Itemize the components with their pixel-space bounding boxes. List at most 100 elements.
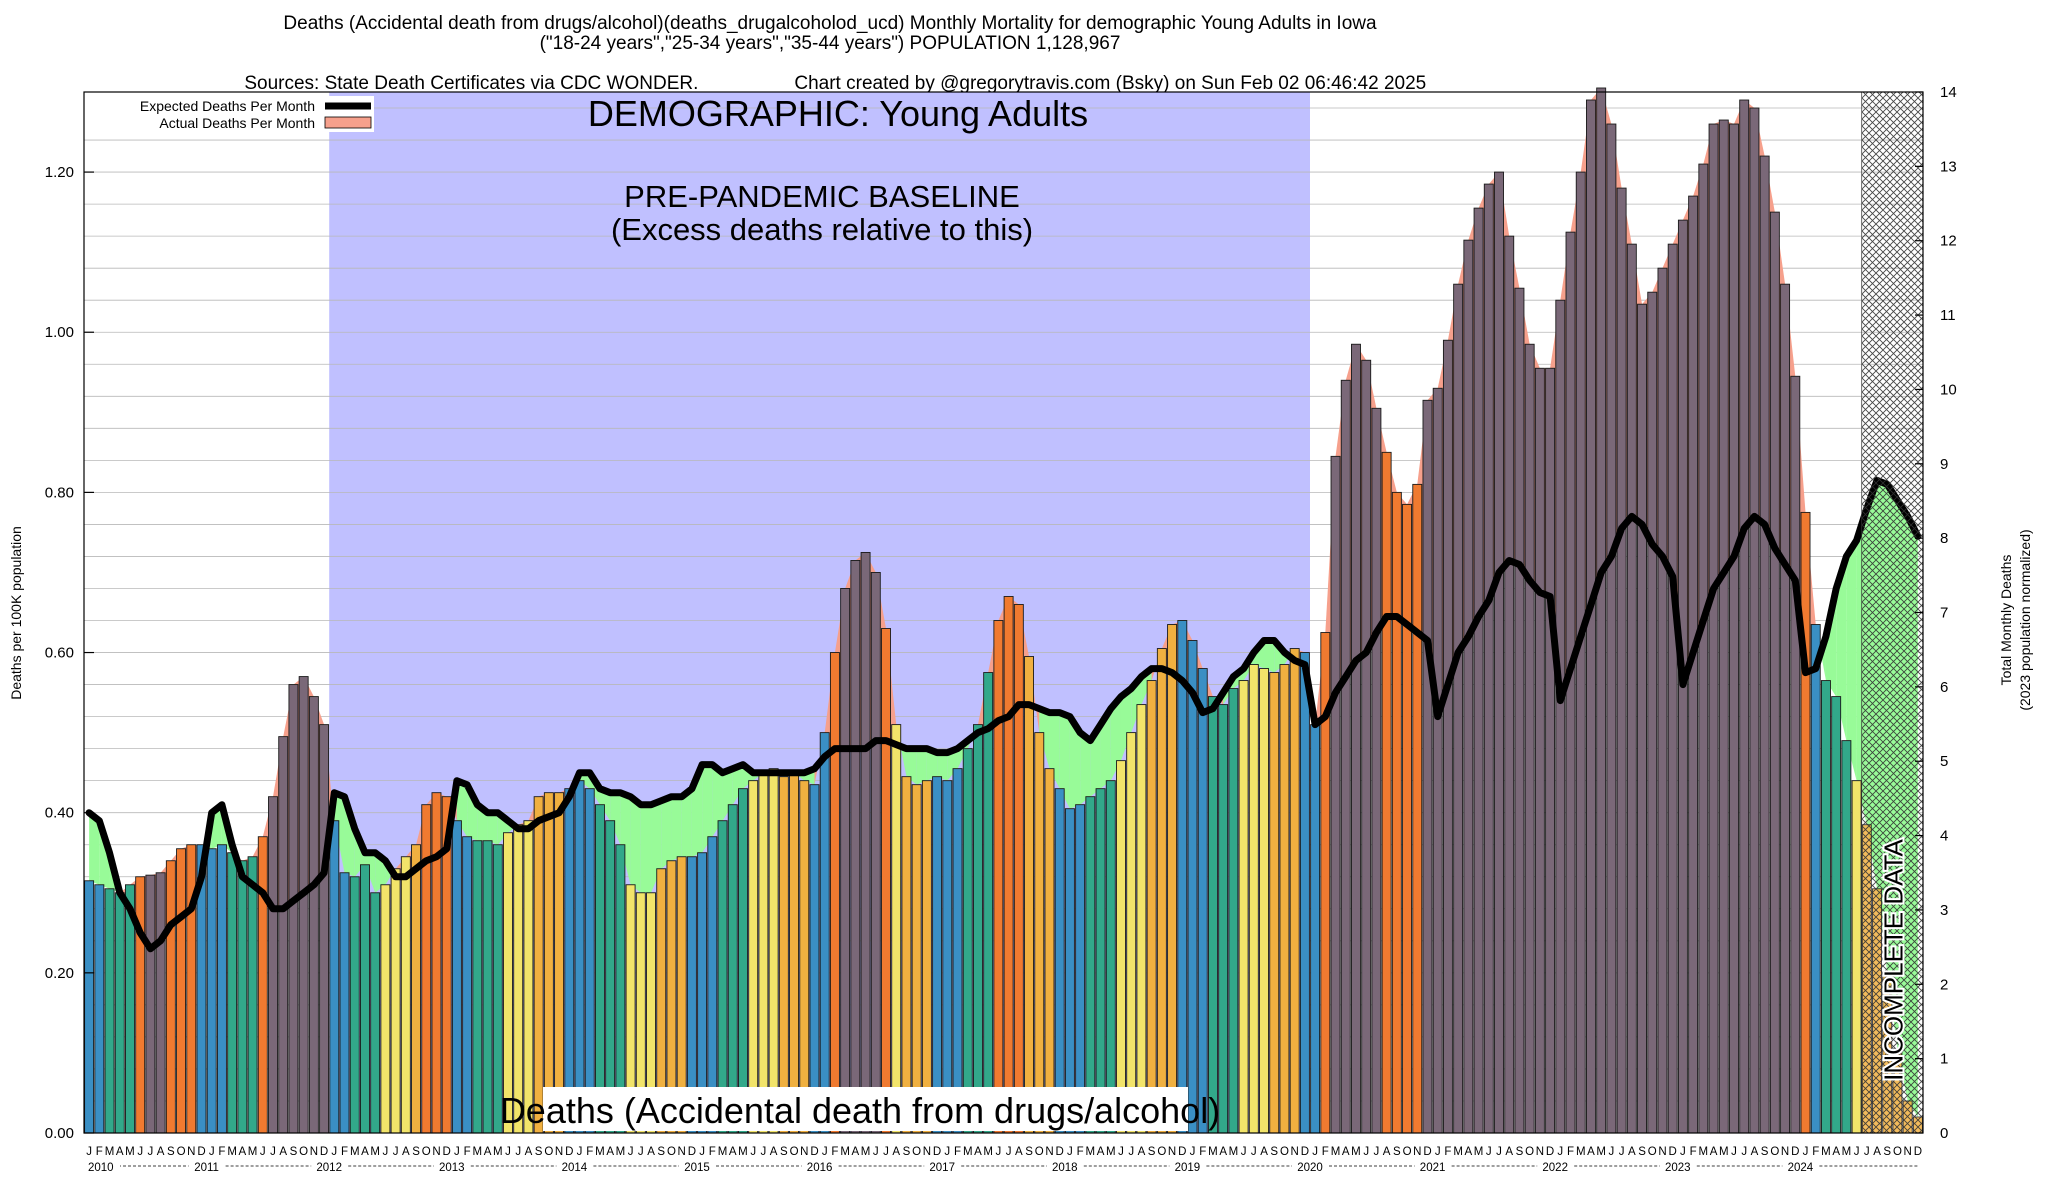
x-year-bg [188, 1160, 225, 1174]
x-month-label: J [996, 1146, 1002, 1158]
bar-34 [431, 792, 442, 1134]
x-month-label: J [761, 1146, 767, 1158]
x-year-bg [924, 1160, 961, 1174]
x-month-label: A [1751, 1146, 1759, 1158]
x-month-label: A [1219, 1146, 1227, 1158]
baseline-band [329, 92, 1310, 1133]
incomplete-region [1861, 91, 1924, 1134]
bar-166 [1780, 283, 1791, 1134]
deficit-area [1120, 688, 1132, 761]
bar-42 [513, 824, 524, 1134]
y-tick-label: 0.00 [45, 1125, 74, 1142]
y2-axis-subtitle: (2023 population normalized) [2017, 529, 2033, 710]
bar-86 [962, 748, 973, 1134]
x-month-label: N [310, 1146, 318, 1158]
x-month-label: S [290, 1146, 298, 1158]
x-year-label: 2010 [88, 1162, 114, 1174]
bar-141 [1524, 343, 1535, 1134]
bar-161 [1729, 123, 1739, 1134]
x-month-label: A [157, 1146, 165, 1158]
x-month-label: M [1474, 1146, 1484, 1158]
bar-159 [1708, 123, 1719, 1134]
bar-139 [1504, 235, 1515, 1134]
bar-33 [421, 804, 432, 1134]
x-month-label: A [1710, 1146, 1718, 1158]
x-year-label: 2011 [194, 1162, 219, 1174]
bar-26 [349, 876, 360, 1134]
excess-area [1029, 656, 1040, 733]
x-month-label: S [167, 1146, 175, 1158]
x-month-label: J [1731, 1146, 1737, 1158]
x-month-label: M [1351, 1146, 1361, 1158]
x-year-bg [801, 1160, 838, 1174]
bar-105 [1156, 648, 1167, 1134]
x-month-label: J [515, 1146, 521, 1158]
deficit-area [364, 852, 376, 893]
bar-120 [1310, 724, 1321, 1134]
x-month-label: D [197, 1146, 205, 1158]
y2-tick-label: 13 [1940, 158, 1957, 175]
x-month-label: M [1086, 1146, 1096, 1158]
x-month-label: J [1118, 1146, 1124, 1158]
x-month-label: D [1301, 1146, 1309, 1158]
x-month-label: S [1025, 1146, 1033, 1158]
x-month-label: N [1413, 1146, 1421, 1158]
x-month-label: J [1006, 1146, 1012, 1158]
y-tick-label: 1.20 [45, 164, 74, 181]
bar-7 [155, 872, 166, 1134]
x-month-label: N [432, 1146, 440, 1158]
bar-134 [1453, 283, 1464, 1134]
bar-126 [1371, 407, 1382, 1134]
expected-line [85, 476, 1922, 953]
bar-93 [1034, 732, 1045, 1134]
x-month-label: A [770, 1146, 778, 1158]
y-tick-label: 1.00 [45, 324, 74, 341]
bar-87 [973, 724, 983, 1134]
bar-77 [870, 572, 881, 1134]
x-month-label: D [810, 1146, 818, 1158]
bar-151 [1626, 243, 1637, 1134]
deficit-area [344, 796, 355, 877]
x-month-label: O [667, 1146, 676, 1158]
bar-91 [1013, 604, 1024, 1134]
bar-129 [1402, 503, 1413, 1134]
bar-73 [829, 652, 840, 1134]
x-month-label: J [1241, 1146, 1247, 1158]
x-month-label: M [105, 1146, 115, 1158]
deficit-area [1069, 716, 1081, 809]
x-month-label: J [86, 1146, 92, 1158]
bar-125 [1361, 359, 1372, 1134]
legend-actual-label: Actual Deaths Per Month [159, 115, 315, 131]
bar-50 [594, 804, 605, 1134]
x-year-label: 2014 [562, 1162, 588, 1174]
x-month-label: M [1719, 1146, 1729, 1158]
x-month-label: F [1322, 1146, 1329, 1158]
bar-128 [1391, 491, 1402, 1134]
bar-69 [789, 772, 800, 1134]
bar-3 [114, 892, 125, 1134]
x-month-label: A [1015, 1146, 1023, 1158]
x-month-label: J [822, 1146, 828, 1158]
bar-110 [1207, 696, 1218, 1134]
bar-76 [860, 551, 871, 1134]
bar-97 [1075, 804, 1086, 1134]
x-month-label: A [647, 1146, 655, 1158]
x-month-label: J [148, 1146, 154, 1158]
x-month-label: O [544, 1146, 553, 1158]
x-month-label: A [239, 1146, 247, 1158]
bar-6 [145, 874, 156, 1134]
bar-83 [932, 776, 943, 1134]
x-month-label: J [383, 1146, 389, 1158]
x-month-label: F [1812, 1146, 1819, 1158]
bar-25 [339, 872, 350, 1134]
deficit-area [732, 764, 743, 805]
x-month-label: S [1638, 1146, 1646, 1158]
bar-65 [748, 780, 759, 1134]
x-month-label: J [505, 1146, 511, 1158]
bar-168 [1800, 511, 1811, 1134]
x-month-label: J [1803, 1146, 1809, 1158]
demographic-label: DEMOGRAPHIC: Young Adults [588, 93, 1088, 134]
x-month-label: J [638, 1146, 644, 1158]
x-month-label: O [1403, 1146, 1412, 1158]
